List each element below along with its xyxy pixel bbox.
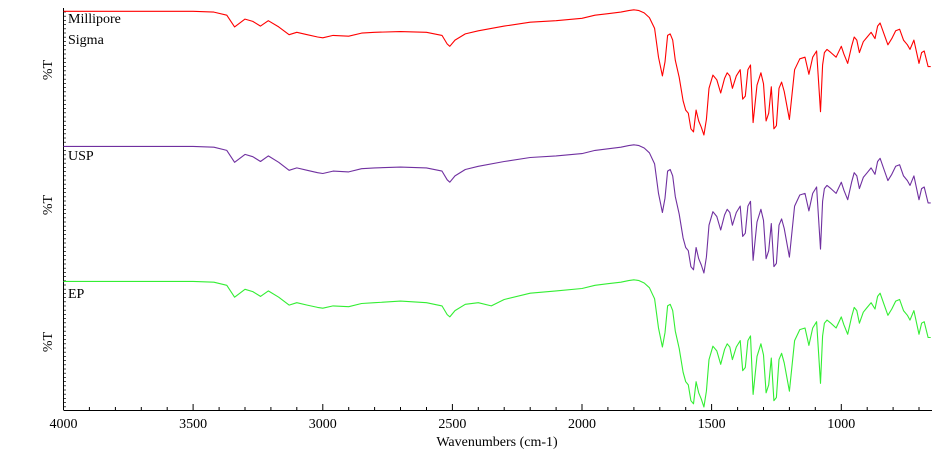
- panel-label: Millipore: [68, 12, 121, 27]
- y-axis-title: %T: [41, 331, 56, 352]
- spectrum-panels: Millipore Sigma %T USP %T EP %T: [41, 9, 931, 408]
- spectrum-line: [63, 144, 931, 274]
- x-tick-label: 2500: [438, 417, 466, 432]
- x-axis-ticks: 4000 3500 3000 2500 2000 1500 1000: [50, 404, 920, 432]
- panel-label: Sigma: [68, 33, 105, 48]
- x-tick-label: 4000: [50, 417, 78, 432]
- x-tick-label: 3000: [309, 417, 337, 432]
- y-axis-minor-ticks: [63, 11, 66, 408]
- spectrum-panel: USP %T: [41, 144, 931, 274]
- x-axis-title: Wavenumbers (cm-1): [436, 435, 558, 450]
- y-axis-title: %T: [41, 194, 56, 215]
- spectrum-panel: EP %T: [41, 279, 931, 408]
- panel-label: EP: [68, 287, 85, 302]
- spectrum-line: [63, 279, 931, 408]
- y-axis-title: %T: [41, 59, 56, 80]
- spectrum-line: [63, 9, 931, 136]
- x-tick-label: 2000: [568, 417, 596, 432]
- panel-label: USP: [68, 149, 94, 164]
- x-tick-label: 1000: [827, 417, 855, 432]
- axes-frame: [63, 8, 932, 411]
- spectrum-panel: Millipore Sigma %T: [41, 9, 931, 136]
- x-tick-label: 1500: [698, 417, 726, 432]
- x-tick-label: 3500: [179, 417, 207, 432]
